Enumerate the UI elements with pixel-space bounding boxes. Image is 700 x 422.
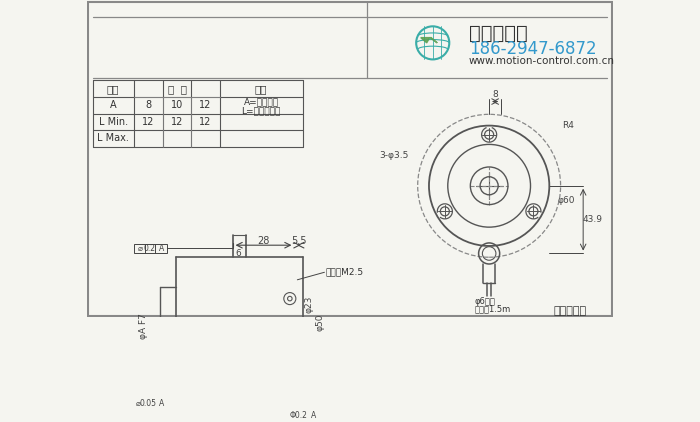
Text: 186-2947-6872: 186-2947-6872 [469, 40, 596, 58]
Text: L Max.: L Max. [97, 133, 129, 143]
Text: 内六角M2.5: 内六角M2.5 [326, 268, 364, 277]
Text: L Min.: L Min. [99, 117, 127, 127]
Text: 3-φ3.5: 3-φ3.5 [379, 151, 409, 160]
Bar [207, 346, 216, 355]
Text: 6: 6 [235, 249, 241, 258]
Text: 0.05: 0.05 [140, 399, 157, 408]
Bar [281, 411, 322, 420]
Text: ⌀: ⌀ [138, 243, 143, 253]
Text: 5.5: 5.5 [291, 235, 307, 246]
Text: φ23: φ23 [305, 295, 314, 313]
Text: φA F7: φA F7 [139, 314, 148, 339]
Polygon shape [430, 38, 438, 43]
Text: A=连接轴径: A=连接轴径 [244, 98, 279, 107]
Text: 12: 12 [199, 117, 212, 127]
Text: 10: 10 [171, 100, 183, 110]
Text: A: A [159, 243, 164, 253]
Bar [132, 399, 169, 408]
Text: Φ0.2: Φ0.2 [290, 411, 308, 419]
Text: 单位：毫米: 单位：毫米 [553, 306, 586, 316]
Text: 12: 12 [142, 117, 155, 127]
Bar [134, 243, 167, 253]
Text: φ50: φ50 [316, 314, 324, 331]
Polygon shape [421, 38, 430, 43]
Text: 西安德伍拓: 西安德伍拓 [469, 24, 528, 43]
Text: φ6电缆: φ6电缆 [474, 297, 495, 306]
Text: φ60: φ60 [558, 196, 575, 206]
Text: 43.9: 43.9 [582, 215, 602, 224]
Text: R4: R4 [562, 121, 574, 130]
Text: www.motion-control.com.cn: www.motion-control.com.cn [469, 56, 615, 66]
Text: 0.2: 0.2 [144, 243, 156, 253]
Text: 8: 8 [146, 100, 151, 110]
Text: 12: 12 [171, 117, 183, 127]
Text: 代码: 代码 [107, 84, 119, 94]
Text: L=连接轴长度: L=连接轴长度 [241, 106, 281, 115]
Text: ⌀: ⌀ [136, 399, 141, 408]
Text: A: A [110, 100, 116, 110]
Text: 标准长1.5m: 标准长1.5m [474, 305, 510, 314]
Text: 12: 12 [199, 100, 212, 110]
Text: A: A [160, 399, 164, 408]
Text: 8: 8 [492, 90, 498, 99]
Text: 说明: 说明 [255, 84, 267, 94]
Text: 28: 28 [258, 235, 270, 246]
Text: 尺  寸: 尺 寸 [167, 84, 186, 94]
Text: A: A [312, 411, 316, 419]
